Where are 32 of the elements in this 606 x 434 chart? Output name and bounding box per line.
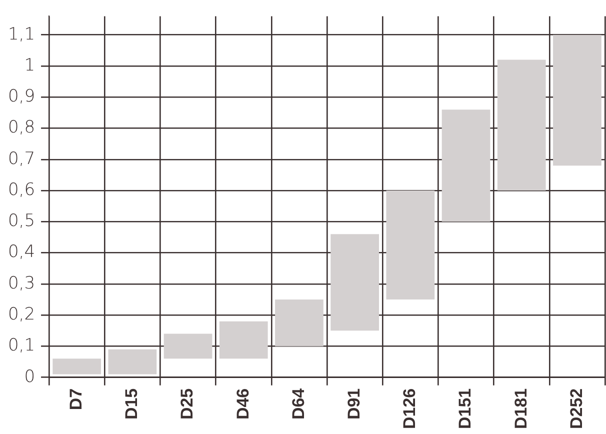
x-tick-label: D7 <box>66 388 86 410</box>
x-tick-label: D181 <box>511 388 530 429</box>
x-tick-label: D151 <box>456 388 475 429</box>
y-tick-label: 0,4 <box>8 242 36 262</box>
bar <box>52 358 102 374</box>
y-tick-label: 0,1 <box>8 336 36 356</box>
x-tick-label: D252 <box>566 388 586 429</box>
y-tick-label: 0,9 <box>8 86 36 107</box>
bar <box>497 60 546 191</box>
bar <box>330 234 379 331</box>
bar <box>442 110 490 222</box>
x-tick-label: D46 <box>233 388 252 420</box>
y-tick-label: 0,3 <box>8 273 36 294</box>
bar <box>219 321 268 359</box>
y-tick-label: 0,2 <box>8 304 36 325</box>
y-tick-label: 0 <box>24 366 36 387</box>
x-tick-label: D91 <box>344 388 364 420</box>
y-tick-label: 0,8 <box>8 118 36 138</box>
bar <box>164 334 212 359</box>
y-tick-label: 1,1 <box>8 24 36 44</box>
x-tick-label: D25 <box>178 388 197 420</box>
bar <box>386 190 435 300</box>
x-tick-label: D126 <box>400 388 420 429</box>
x-tick-label: D64 <box>288 388 308 420</box>
x-tick-label: D15 <box>122 388 142 420</box>
y-tick-label: 0,6 <box>8 180 36 200</box>
y-tick-label: 0,5 <box>8 211 36 232</box>
bar <box>275 300 324 346</box>
y-tick-label: 1 <box>24 55 36 76</box>
bar <box>553 34 602 166</box>
y-tick-label: 0,7 <box>8 148 36 169</box>
bar <box>108 349 157 374</box>
